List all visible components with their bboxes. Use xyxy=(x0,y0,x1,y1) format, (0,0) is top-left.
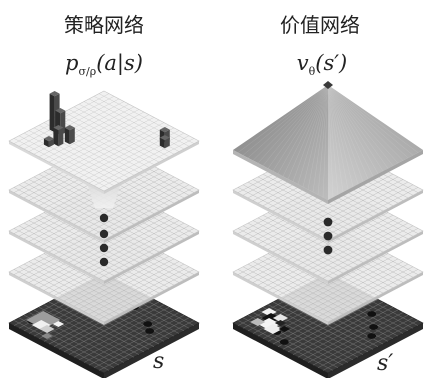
value-state-label: s′ xyxy=(377,351,393,376)
value-hidden-layer-side-right xyxy=(328,231,423,284)
policy-output-layer-side-right xyxy=(104,141,199,194)
policy-hidden-layer-side-left xyxy=(9,231,104,284)
value-formula-args: (s′) xyxy=(315,51,347,75)
value-black-stone xyxy=(367,333,377,339)
policy-network-stack xyxy=(8,90,200,378)
value-connection-dot xyxy=(323,245,333,255)
value-connection-dot xyxy=(323,217,333,227)
policy-black-stone xyxy=(143,321,153,327)
value-board-cell xyxy=(261,308,277,316)
value-pyramid-edge xyxy=(328,150,423,204)
policy-board-cell xyxy=(39,325,55,333)
value-output-node xyxy=(323,81,333,89)
value-board-cell xyxy=(263,324,283,334)
value-hidden-layer-side-right xyxy=(328,190,423,243)
policy-go-board-side-right xyxy=(104,323,199,378)
value-pyramid-edge xyxy=(233,150,328,204)
value-formula: vθ(s′) xyxy=(297,51,347,78)
policy-formula-base: p xyxy=(65,51,78,75)
policy-bar xyxy=(159,135,170,149)
policy-hidden-layer-side-left xyxy=(9,272,104,325)
value-pyramid-face-right xyxy=(328,85,423,200)
value-black-stone xyxy=(279,339,289,345)
policy-board-cell xyxy=(41,333,53,339)
policy-hidden-layer-side-right xyxy=(104,272,199,325)
value-hidden-layer-side-right xyxy=(328,272,423,325)
policy-state-label: s xyxy=(153,349,164,374)
policy-board-cell xyxy=(52,321,65,327)
policy-connection-dot xyxy=(99,213,109,223)
policy-formula: pσ/ρ(a|s) xyxy=(65,51,143,78)
policy-bar xyxy=(53,125,64,147)
value-board-cell xyxy=(272,314,289,322)
policy-hidden-layer-side-right xyxy=(104,190,199,243)
value-board-cell xyxy=(250,318,266,326)
policy-probability-bars xyxy=(43,91,170,149)
policy-go-board-side-left xyxy=(9,323,104,378)
value-stones xyxy=(250,308,379,345)
policy-formula-subscript: σ/ρ xyxy=(79,65,97,78)
value-connection-dot xyxy=(323,231,333,241)
value-formula-subscript: θ xyxy=(309,65,316,78)
value-go-board-side-right xyxy=(328,323,423,378)
value-black-stone xyxy=(367,311,377,317)
policy-connection-dot xyxy=(99,229,109,239)
value-board-cell xyxy=(278,326,290,332)
policy-bar xyxy=(64,125,75,145)
value-network-title: 价值网络 xyxy=(280,13,360,37)
value-board-cell xyxy=(274,320,287,326)
policy-hidden-layer-side-left xyxy=(9,190,104,243)
policy-formula-args: (a|s) xyxy=(96,51,143,76)
value-hidden-layer-side-left xyxy=(233,231,328,284)
policy-output-layer-side-left xyxy=(9,141,104,194)
value-pyramid-grid xyxy=(237,84,419,198)
policy-hidden-layer-side-right xyxy=(104,231,199,284)
value-black-stone xyxy=(369,324,379,330)
policy-connection-dot xyxy=(99,243,109,253)
value-hidden-layer-side-left xyxy=(233,190,328,243)
policy-network-title: 策略网络 xyxy=(64,13,144,37)
value-network-stack xyxy=(232,81,424,378)
value-go-board-side-left xyxy=(233,323,328,378)
value-formula-base: v xyxy=(297,51,309,75)
policy-connection-dot xyxy=(99,257,109,267)
value-hidden-layer-side-left xyxy=(233,272,328,325)
policy-bar xyxy=(43,136,54,148)
policy-black-stone xyxy=(145,328,155,334)
value-pyramid-face-left xyxy=(233,85,328,200)
value-pyramid xyxy=(233,81,423,204)
